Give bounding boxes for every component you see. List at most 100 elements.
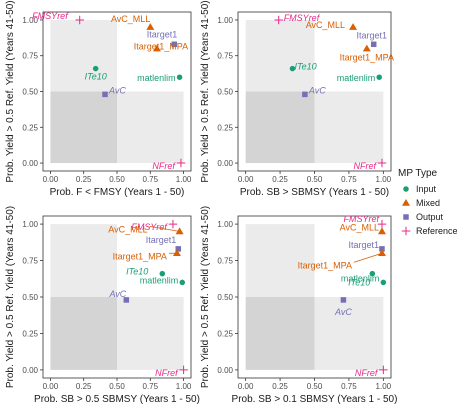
y-tick-label: 1.00 xyxy=(217,16,233,25)
y-axis-title: Prob. Yield > 0.5 Ref. Yield (Years 41-5… xyxy=(200,0,211,182)
point-Itarget1 xyxy=(175,246,182,252)
label-Itarget1: Itarget1 xyxy=(146,235,177,245)
point-Itarget1 xyxy=(370,41,377,48)
point-Itarget1 xyxy=(379,246,385,252)
x-tick-label: 1.00 xyxy=(176,175,192,184)
point-AvC xyxy=(302,91,308,98)
y-tick-label: 0.50 xyxy=(22,293,38,302)
region-upper-left xyxy=(50,19,117,92)
x-tick-label: 0.75 xyxy=(341,175,357,184)
x-tick-label: 0.00 xyxy=(238,382,254,391)
label-matlenlim: matlenlim xyxy=(337,73,376,83)
label-ITe10: ITe10 xyxy=(294,62,316,72)
x-tick-label: 0.50 xyxy=(109,382,125,391)
point-Itarget1_MPA xyxy=(152,44,161,52)
point-NFref xyxy=(377,158,387,168)
x-tick-label: 0.00 xyxy=(43,382,59,391)
label-NFref: NFref xyxy=(155,368,179,378)
panel-1: 0.00 0.25 0.50 0.75 1.00 0.00 0.25 0.50 0.75 1.00… xyxy=(5,0,192,198)
region-lower-left xyxy=(245,91,315,164)
legend-key-reference xyxy=(401,226,411,236)
region-lower-right xyxy=(117,91,184,164)
y-tick-label: 0.75 xyxy=(22,257,38,266)
label-FMSYref: FMSYref xyxy=(32,11,69,21)
legend-label-reference: Reference xyxy=(416,226,458,236)
x-tick-label: 1.00 xyxy=(376,382,392,391)
point-matlenlim xyxy=(380,279,387,286)
region-lower-left xyxy=(50,297,117,370)
y-tick-label: 0.75 xyxy=(217,52,233,61)
y-tick-label: 0.50 xyxy=(217,293,233,302)
x-axis-title: Prob. SB > 0.5 SBMSY (Years 1 - 50) xyxy=(34,394,200,405)
y-axis-title: Prob. Yield > 0.5 Ref. Yield (Years 41-5… xyxy=(5,206,16,388)
legend-label-output: Output xyxy=(416,212,444,222)
label-Itarget1_MPA: Itarget1_MPA xyxy=(298,260,352,270)
point-FMSYref xyxy=(168,219,178,229)
point-Itarget1 xyxy=(171,41,178,48)
point-NFref xyxy=(176,158,186,168)
label-NFref: NFref xyxy=(152,161,176,171)
point-ITe10 xyxy=(92,65,99,72)
point-matlenlim xyxy=(376,74,382,80)
label-Itarget1: Itarget1 xyxy=(356,30,387,40)
label-Itarget1: Itarget1 xyxy=(348,240,379,250)
region-lower-left xyxy=(245,297,315,370)
label-AvC_MLL: AvC_MLL xyxy=(108,224,147,234)
point-Itarget1_MPA xyxy=(172,249,181,257)
region-upper-left xyxy=(245,19,315,92)
label-FMSYref: FMSYref xyxy=(131,222,168,232)
y-tick-label: 0.25 xyxy=(22,329,38,338)
y-tick-label: 0.75 xyxy=(217,257,233,266)
point-FMSYref xyxy=(274,15,283,25)
x-tick-label: 0.50 xyxy=(109,175,125,184)
label-AvC: AvC xyxy=(108,85,126,95)
label-AvC: AvC xyxy=(308,85,326,95)
label-matlenlim: matlenlim xyxy=(140,275,179,285)
label-Itarget1_MPA: Itarget1_MPA xyxy=(113,251,167,261)
y-tick-label: 0.00 xyxy=(217,366,233,375)
x-tick-label: 1.00 xyxy=(376,175,392,184)
region-upper-left xyxy=(245,224,315,297)
x-tick-label: 0.00 xyxy=(238,175,254,184)
point-NFref xyxy=(179,365,188,375)
region-lower-left xyxy=(50,91,117,164)
point-ITe10 xyxy=(369,270,376,277)
y-tick-label: 1.00 xyxy=(217,220,233,229)
point-matlenlim xyxy=(179,279,186,286)
point-AvC xyxy=(340,297,347,303)
point-Itarget1_MPA xyxy=(362,44,371,52)
label-matlenlim: matlenlim xyxy=(137,73,176,83)
x-tick-label: 0.50 xyxy=(307,382,323,391)
label-FMSYref: FMSYref xyxy=(284,13,321,23)
x-tick-label: 1.00 xyxy=(176,382,192,391)
point-Itarget1_MPA xyxy=(377,249,386,257)
point-ITe10 xyxy=(289,65,296,72)
point-FMSYref xyxy=(75,15,84,25)
point-matlenlim xyxy=(176,74,183,80)
point-ITe10 xyxy=(159,270,166,277)
y-axis-title: Prob. Yield > 0.5 Ref. Yield (Years 41-5… xyxy=(5,0,16,182)
x-axis-title: Prob. SB > 0.1 SBMSY (Years 1 - 50) xyxy=(232,394,398,405)
x-tick-label: 0.75 xyxy=(143,175,159,184)
legend-label-mixed: Mixed xyxy=(416,198,440,208)
region-upper-left xyxy=(50,224,117,297)
legend: MP Type Input Mixed Output Reference xyxy=(398,168,458,236)
label-Itarget1_MPA: Itarget1_MPA xyxy=(134,42,188,52)
label-NFref: NFref xyxy=(353,161,377,171)
label-connector xyxy=(353,252,383,263)
panel-4: 0.00 0.25 0.50 0.75 1.00 0.00 0.25 0.50 0.75 1.00… xyxy=(200,206,397,405)
x-axis-title: Prob. SB > SBMSY (Years 1 - 50) xyxy=(240,187,389,198)
y-tick-label: 1.00 xyxy=(22,16,38,25)
x-tick-label: 0.25 xyxy=(272,382,288,391)
label-NFref: NFref xyxy=(355,368,379,378)
x-tick-label: 0.50 xyxy=(307,175,323,184)
point-AvC_MLL xyxy=(349,23,358,30)
y-tick-label: 0.00 xyxy=(22,159,38,168)
label-AvC_MLL: AvC_MLL xyxy=(340,222,379,232)
label-FMSYref: FMSYref xyxy=(343,214,380,224)
label-ITe10: ITe10 xyxy=(85,72,107,82)
y-tick-label: 0.00 xyxy=(217,159,233,168)
y-tick-label: 0.25 xyxy=(22,123,38,132)
label-ITe10: ITe10 xyxy=(126,267,148,277)
